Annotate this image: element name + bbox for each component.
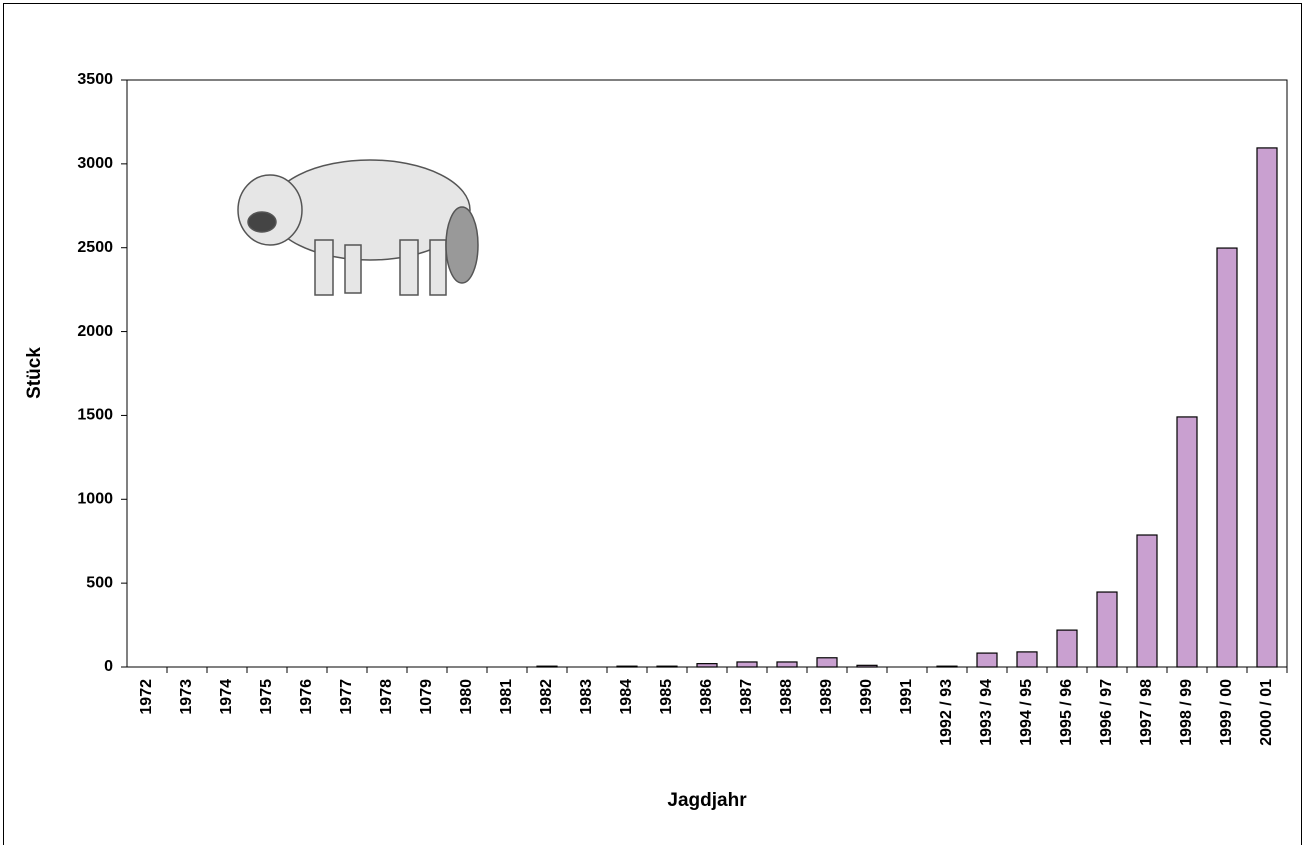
- x-tick-label: 1985: [658, 679, 675, 715]
- bar: [736, 661, 758, 668]
- x-tick-label: 1974: [218, 679, 235, 715]
- y-axis-title: Stück: [24, 347, 45, 399]
- bar: [976, 652, 998, 668]
- y-tick-label: 500: [86, 574, 113, 591]
- bar: [1256, 147, 1278, 668]
- x-tick-label: 1991: [898, 679, 915, 715]
- x-tick-label: 1973: [178, 679, 195, 715]
- x-tick-label: 1987: [738, 679, 755, 715]
- x-tick-label: 1980: [458, 679, 475, 715]
- x-tick-label: 1986: [698, 679, 715, 715]
- bar: [1016, 651, 1038, 668]
- x-tick-label: 1079: [418, 679, 435, 715]
- y-tick-label: 2500: [77, 239, 113, 256]
- x-tick-label: 1994 / 95: [1018, 679, 1035, 746]
- x-tick-label: 1982: [538, 679, 555, 715]
- x-tick-label: 1976: [298, 679, 315, 715]
- bar: [656, 665, 678, 668]
- x-tick-label: 2000 / 01: [1258, 679, 1275, 746]
- x-tick-label: 1975: [258, 679, 275, 715]
- x-tick-label: 1993 / 94: [978, 679, 995, 746]
- y-tick-label: 2000: [77, 323, 113, 340]
- bar: [696, 663, 718, 668]
- x-tick-label: 1996 / 97: [1098, 679, 1115, 746]
- x-tick-label: 1995 / 96: [1058, 679, 1075, 746]
- x-tick-label: 1997 / 98: [1138, 679, 1155, 746]
- bar: [536, 665, 558, 668]
- x-tick-label: 1981: [498, 679, 515, 715]
- bar: [856, 664, 878, 668]
- y-tick-label: 3000: [77, 155, 113, 172]
- chart-frame: [3, 3, 1302, 845]
- bar: [776, 661, 798, 668]
- x-tick-label: 1983: [578, 679, 595, 715]
- bar: [816, 657, 838, 668]
- x-tick-label: 1972: [138, 679, 155, 715]
- x-tick-label: 1989: [818, 679, 835, 715]
- bar: [1216, 247, 1238, 668]
- y-tick-label: 3500: [77, 71, 113, 88]
- bar: [1056, 629, 1078, 668]
- bar: [1136, 534, 1158, 668]
- y-tick-label: 1500: [77, 407, 113, 424]
- raccoon-dog-illustration: [237, 159, 479, 296]
- x-axis-title: Jagdjahr: [667, 790, 747, 811]
- bar: [1176, 416, 1198, 668]
- bar: [1096, 591, 1118, 668]
- bar: [616, 665, 638, 668]
- x-tick-label: 1990: [858, 679, 875, 715]
- x-tick-label: 1984: [618, 679, 635, 715]
- x-tick-label: 1992 / 93: [938, 679, 955, 746]
- y-tick-label: 0: [104, 658, 113, 675]
- x-tick-label: 1998 / 99: [1178, 679, 1195, 746]
- x-tick-label: 1988: [778, 679, 795, 715]
- x-tick-label: 1977: [338, 679, 355, 715]
- bar: [936, 665, 958, 668]
- x-tick-label: 1978: [378, 679, 395, 715]
- y-tick-label: 1000: [77, 491, 113, 508]
- x-tick-label: 1999 / 00: [1218, 679, 1235, 746]
